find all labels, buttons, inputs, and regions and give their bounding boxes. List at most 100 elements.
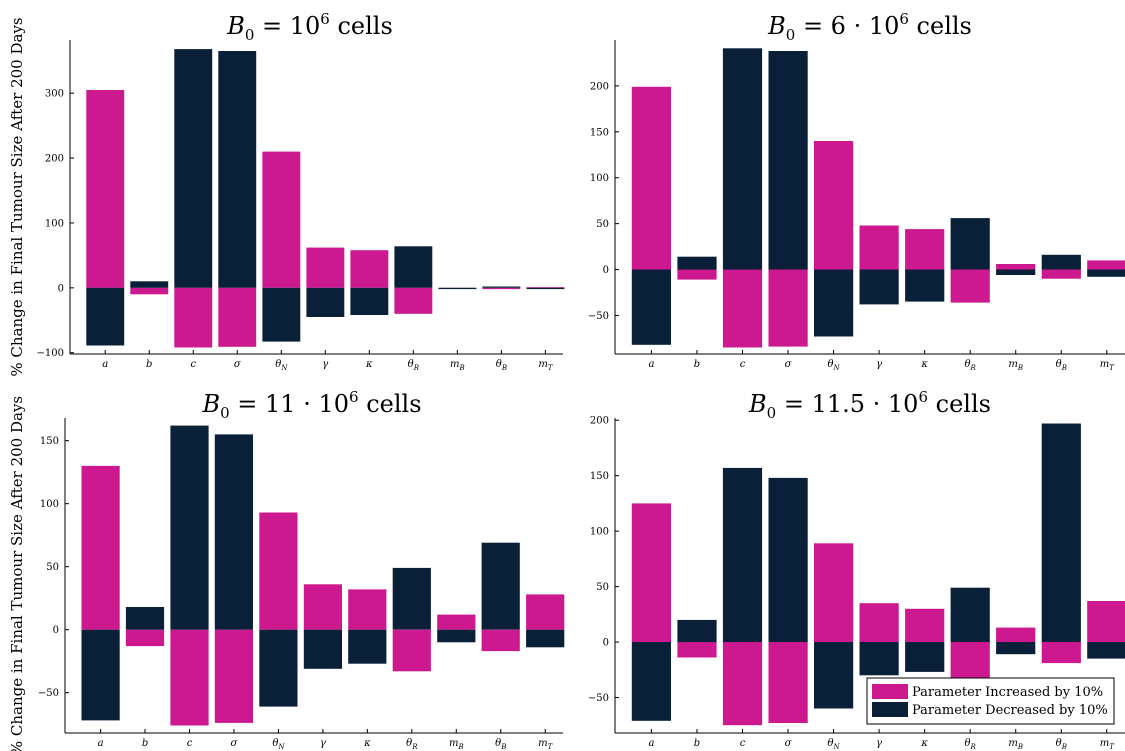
x-tick-label: θR [965,738,977,751]
bar-decreased-2 [677,619,717,643]
bar-decreased-4 [214,434,253,630]
x-tick-label: mB [450,359,465,372]
x-tick-label: κ [363,738,371,749]
bar-increased-5 [814,543,854,642]
legend-label-increased: Parameter Increased by 10% [912,685,1103,700]
x-tick-label: mT [538,738,553,751]
y-tick-label: −50 [588,311,609,322]
bar-decreased-1 [631,269,671,345]
bar-increased-6 [859,225,899,270]
bar-increased-9 [996,627,1036,642]
x-tick-label: θB [496,359,507,372]
bar-increased-6 [303,584,342,630]
bar-increased-5 [814,141,854,270]
y-tick-label: 100 [45,218,64,229]
bar-increased-3 [174,287,213,348]
bar-increased-2 [677,269,717,280]
y-tick-label: 50 [596,582,609,593]
x-tick-label: mT [538,359,553,372]
y-tick-label: 100 [590,527,609,538]
legend-swatch-decreased [872,702,908,717]
chart-title: B0 = 6 · 106 cells [767,10,972,44]
bar-increased-4 [768,642,808,723]
x-tick-label: b [694,738,700,749]
bar-increased-10 [481,629,520,652]
x-tick-label: θB [1056,359,1067,372]
x-tick-label: σ [785,359,793,370]
y-tick-label: 200 [590,81,609,92]
x-tick-label: θN [827,359,840,372]
bar-decreased-4 [768,477,808,643]
bar-decreased-9 [996,269,1036,275]
x-tick-label: σ [231,738,239,749]
bar-increased-11 [1087,260,1125,270]
bar-increased-8 [392,629,431,672]
y-tick-label: 200 [45,154,64,165]
x-tick-label: c [740,359,746,370]
bar-increased-2 [125,629,165,647]
legend-swatch-increased [872,684,908,699]
bar-increased-7 [905,608,945,643]
x-tick-label: mB [1008,359,1023,372]
y-tick-label: 100 [40,499,59,510]
x-tick-label: θB [495,738,506,751]
bar-increased-11 [526,594,565,630]
y-tick-label: 150 [40,436,59,447]
bar-increased-7 [348,589,387,630]
y-tick-label: 0 [603,638,609,649]
bar-decreased-4 [218,51,257,288]
bar-increased-3 [722,269,763,348]
x-tick-label: a [102,359,108,370]
bar-decreased-5 [259,629,298,707]
bar-increased-8 [950,642,990,678]
y-tick-label: 200 [590,416,609,427]
x-tick-label: θN [827,738,840,751]
x-tick-label: γ [322,359,328,370]
x-tick-label: θB [1056,738,1067,751]
bar-increased-11 [526,287,565,289]
bar-decreased-10 [1041,423,1081,642]
bar-increased-10 [482,287,521,290]
bar-increased-1 [631,503,671,642]
bar-decreased-6 [306,287,345,317]
bar-increased-6 [859,603,899,642]
bar-increased-9 [996,264,1036,270]
x-tick-label: γ [876,359,882,370]
bar-decreased-1 [81,629,120,721]
x-tick-label: c [187,738,193,749]
bar-decreased-7 [348,629,387,664]
bar-increased-10 [1041,642,1081,664]
bar-increased-7 [905,229,945,270]
bar-decreased-9 [437,629,476,643]
chart-panel-1: −100 0 100 200 300 a b c σ θN γ κ θR mB θB mT B0 = 106 c… [8,10,565,377]
x-tick-label: θN [272,738,285,751]
bar-decreased-3 [722,467,763,642]
bar-increased-3 [722,642,763,726]
bar-decreased-2 [677,256,717,270]
y-tick-label: 150 [590,127,609,138]
x-tick-label: σ [785,738,793,749]
bar-decreased-10 [482,286,521,288]
bar-decreased-2 [125,607,165,630]
y-axis-label: % Change in Final Tumour Size After 200 … [8,396,26,751]
x-tick-label: a [648,738,654,749]
bar-decreased-3 [170,425,209,630]
x-tick-label: a [98,738,104,749]
bar-increased-11 [1087,601,1125,642]
chart-panel-4: −50 0 50 100 150 200 a b c σ θN γ κ θR mB θB mT B0 = 11.5… [588,388,1125,751]
x-tick-label: b [694,359,700,370]
bar-increased-8 [950,269,990,303]
bar-decreased-11 [1087,642,1125,659]
bar-decreased-5 [814,642,854,709]
y-tick-label: 100 [590,173,609,184]
legend-label-decreased: Parameter Decreased by 10% [912,703,1108,718]
legend-box [866,677,1115,725]
x-tick-label: c [190,359,196,370]
bar-increased-1 [81,465,120,630]
chart-title: B0 = 106 cells [226,10,393,44]
x-tick-label: κ [920,359,928,370]
bar-increased-8 [394,287,433,314]
bar-decreased-5 [814,269,854,337]
y-tick-label: 0 [53,625,59,636]
